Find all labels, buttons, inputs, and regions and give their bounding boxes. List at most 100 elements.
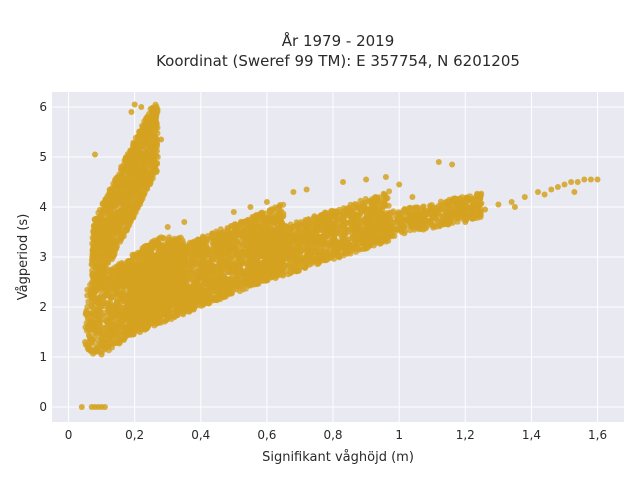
data-point (136, 253, 142, 260)
data-point (136, 128, 143, 135)
data-point (99, 222, 106, 229)
data-point (94, 261, 101, 268)
data-point (114, 243, 120, 250)
data-point (241, 274, 248, 281)
data-point (136, 189, 143, 196)
data-point (108, 238, 115, 245)
data-point (174, 246, 181, 253)
data-point (191, 271, 198, 278)
data-point (212, 264, 219, 271)
data-point (177, 272, 184, 279)
data-point (182, 302, 189, 309)
data-point (138, 172, 145, 179)
data-point (164, 283, 171, 290)
data-point (202, 270, 209, 277)
data-point (204, 299, 211, 306)
data-point (174, 251, 181, 258)
data-point (123, 226, 130, 233)
data-point (150, 136, 157, 143)
data-point (169, 284, 176, 291)
data-point (181, 252, 187, 259)
data-point (89, 319, 96, 326)
data-point (95, 306, 102, 313)
data-point (88, 304, 95, 311)
data-point (97, 270, 104, 277)
data-point (125, 183, 132, 190)
data-point (135, 309, 142, 316)
data-point (117, 319, 124, 326)
data-point (129, 290, 136, 297)
data-point (125, 218, 132, 225)
data-point (96, 206, 103, 213)
data-point (128, 170, 135, 177)
data-point (149, 238, 156, 245)
data-point (110, 324, 117, 331)
data-point (145, 181, 152, 188)
data-point (115, 270, 122, 276)
data-point (267, 212, 274, 219)
data-point (210, 241, 217, 248)
data-point (106, 253, 113, 260)
data-point (171, 235, 178, 242)
data-point (166, 253, 172, 260)
data-point (116, 194, 122, 201)
data-point (100, 299, 107, 306)
data-point (241, 239, 248, 246)
data-point (115, 287, 122, 294)
data-point (99, 201, 106, 208)
data-point (148, 171, 154, 178)
data-point (103, 313, 110, 320)
data-point (146, 121, 153, 128)
data-point (142, 321, 149, 328)
data-point (93, 226, 100, 233)
data-point (280, 210, 287, 217)
data-point (127, 207, 134, 214)
data-point (143, 131, 150, 138)
data-point (167, 277, 174, 284)
data-point (161, 309, 168, 316)
data-point (99, 336, 105, 342)
data-point (85, 298, 92, 305)
data-point (125, 157, 132, 164)
data-point (144, 162, 151, 169)
data-point (109, 268, 116, 275)
data-point (93, 278, 100, 285)
data-point (124, 162, 131, 169)
data-point (118, 261, 125, 268)
data-point (248, 217, 255, 223)
data-point (133, 320, 140, 326)
data-point (155, 240, 162, 247)
data-point (123, 191, 130, 198)
data-point (117, 181, 124, 188)
data-point (169, 296, 176, 302)
data-point (112, 191, 119, 197)
data-point (215, 232, 222, 239)
data-point (96, 244, 103, 251)
data-point (93, 234, 100, 241)
data-point (152, 127, 159, 134)
data-point (84, 286, 91, 293)
data-point (88, 261, 95, 268)
data-point (135, 270, 142, 276)
data-point (130, 162, 137, 169)
data-point (139, 166, 146, 172)
data-point (153, 169, 160, 176)
data-point (177, 291, 184, 298)
data-point (126, 298, 133, 305)
data-point (147, 262, 154, 269)
data-point (198, 257, 205, 264)
data-point (140, 137, 147, 144)
data-point (99, 234, 106, 241)
data-point (187, 305, 194, 312)
data-point (205, 282, 212, 289)
data-point (176, 298, 182, 305)
data-point (130, 307, 137, 314)
data-point (224, 225, 231, 231)
data-point (149, 246, 155, 253)
data-point (100, 284, 107, 291)
data-point (106, 232, 113, 239)
data-point (151, 111, 158, 118)
data-point (152, 292, 159, 299)
data-point (180, 311, 187, 318)
